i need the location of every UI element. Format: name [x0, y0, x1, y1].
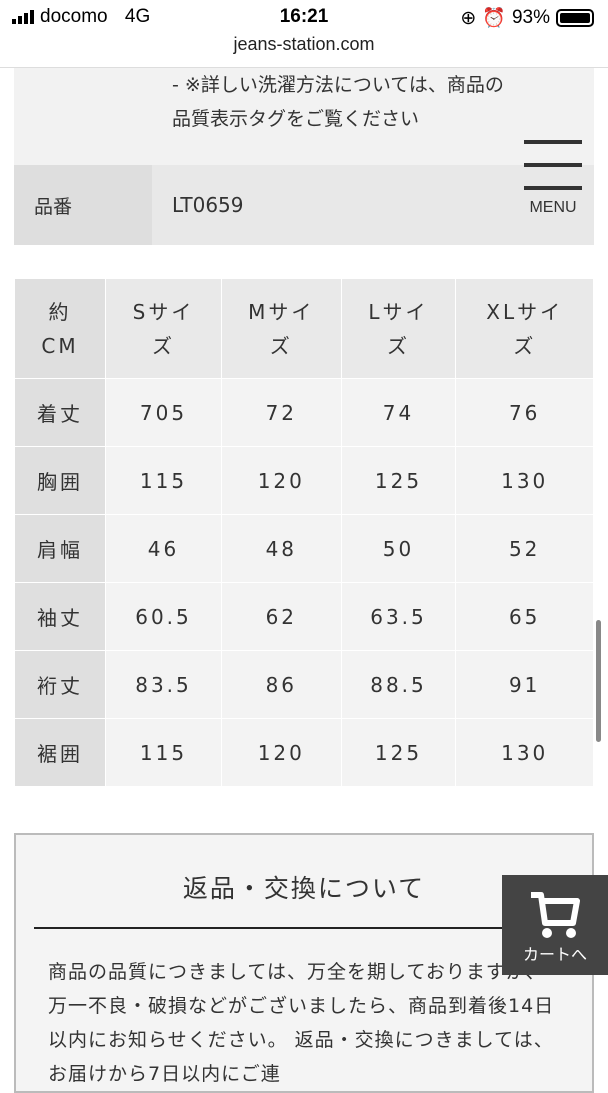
- size-cell: 705: [104, 378, 223, 447]
- menu-button[interactable]: MENU: [522, 140, 584, 220]
- size-cell: 130: [455, 718, 594, 787]
- carrier: docomo: [40, 6, 108, 27]
- returns-title: 返品・交換について: [182, 874, 426, 903]
- table-row: 袖丈 60.5 62 63.5 65: [14, 582, 594, 651]
- header-xl: XLサイズ: [455, 278, 594, 379]
- size-cell: 65: [455, 582, 594, 651]
- rotation-lock-icon: ⊕: [460, 7, 477, 29]
- size-cell: 62: [221, 582, 342, 651]
- row-label: 裾囲: [14, 718, 106, 787]
- network: 4G: [124, 6, 151, 27]
- size-cell: 130: [455, 446, 594, 515]
- table-row: 裾囲 115 120 125 130: [14, 718, 594, 787]
- product-info-table: - ※詳しい洗濯方法については、商品の 品質表示タグをご覧ください 品番 LT065…: [14, 68, 594, 245]
- size-cell: 63.5: [340, 582, 457, 651]
- signal-icon: [12, 10, 34, 24]
- browser-top-bar: docomo 4G 16:21 ⊕ ⏰ 93% jeans-station.com: [0, 0, 608, 68]
- row-label: 着丈: [14, 378, 106, 447]
- header-m: Mサイズ: [221, 278, 342, 379]
- clock: 16:21: [279, 6, 329, 27]
- size-cell: 115: [104, 446, 223, 515]
- divider: [34, 927, 576, 929]
- returns-body: 商品の品質につきましては、万全を期しておりますが、万一不良・破損などがございまし…: [48, 961, 555, 1085]
- care-note: - ※詳しい洗濯方法については、商品の 品質表示タグをご覧ください: [152, 68, 594, 165]
- row-label: 裄丈: [14, 650, 106, 719]
- url-bar[interactable]: jeans-station.com: [233, 34, 375, 54]
- size-cell: 76: [455, 378, 594, 447]
- sku-value: LT0659: [152, 165, 594, 245]
- size-cell: 120: [221, 718, 342, 787]
- cart-icon: [531, 892, 580, 938]
- size-cell: 91: [455, 650, 594, 719]
- table-row: 着丈 705 72 74 76: [14, 378, 594, 447]
- header-l: Lサイズ: [340, 278, 457, 379]
- size-cell: 74: [340, 378, 457, 447]
- returns-section: 返品・交換について 商品の品質につきましては、万全を期しておりますが、万一不良・…: [14, 833, 594, 1093]
- size-cell: 115: [104, 718, 223, 787]
- row-label: 胸囲: [14, 446, 106, 515]
- size-cell: 72: [221, 378, 342, 447]
- size-cell: 60.5: [104, 582, 223, 651]
- row-label: 肩幅: [14, 514, 106, 583]
- size-cell: 50: [340, 514, 457, 583]
- table-row: 裄丈 83.5 86 88.5 91: [14, 650, 594, 719]
- battery-icon: [556, 9, 594, 27]
- hamburger-icon: [524, 140, 582, 144]
- size-cell: 88.5: [340, 650, 457, 719]
- size-cell: 48: [221, 514, 342, 583]
- scrollbar[interactable]: [596, 620, 601, 742]
- cart-button[interactable]: カートへ: [502, 875, 608, 975]
- size-cell: 120: [221, 446, 342, 515]
- header-s: Sサイズ: [104, 278, 223, 379]
- battery-percent: 93%: [511, 7, 550, 28]
- size-cell: 125: [340, 718, 457, 787]
- size-table: 約CM Sサイズ Mサイズ Lサイズ XLサイズ 着丈 705 72 74 76 胸囲 11…: [14, 278, 594, 787]
- size-cell: 86: [221, 650, 342, 719]
- row-label: 袖丈: [14, 582, 106, 651]
- status-bar: docomo 4G 16:21 ⊕ ⏰ 93%: [0, 0, 608, 34]
- sku-label: 品番: [14, 165, 152, 245]
- size-cell: 83.5: [104, 650, 223, 719]
- size-cell: 125: [340, 446, 457, 515]
- table-row: 胸囲 115 120 125 130: [14, 446, 594, 515]
- size-cell: 52: [455, 514, 594, 583]
- header-unit: 約CM: [14, 278, 106, 379]
- table-row: 肩幅 46 48 50 52: [14, 514, 594, 583]
- table-header-row: 約CM Sサイズ Mサイズ Lサイズ XLサイズ: [14, 278, 594, 379]
- size-cell: 46: [104, 514, 223, 583]
- alarm-icon: ⏰: [482, 8, 506, 29]
